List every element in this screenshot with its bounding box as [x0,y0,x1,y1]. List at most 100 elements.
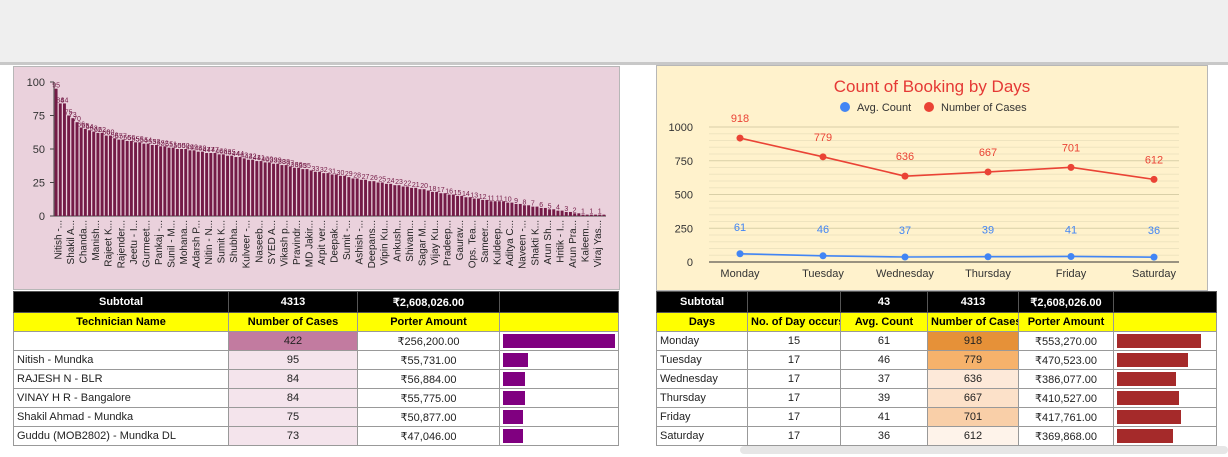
col-number-of-cases[interactable]: Number of Cases [228,312,358,332]
technician-bar[interactable] [71,118,75,216]
technician-bar[interactable] [163,146,167,216]
technician-bar[interactable] [230,155,234,216]
booking-by-days-line-chart[interactable]: Count of Booking by Days Avg. Count Number… [656,65,1208,291]
technician-bar[interactable] [343,175,347,216]
technician-bar[interactable] [58,103,62,216]
technician-bar[interactable] [389,183,393,216]
technician-bar[interactable] [468,197,472,216]
series-point[interactable] [1150,253,1158,261]
technician-bar[interactable] [510,202,514,216]
technician-bar[interactable] [493,201,497,216]
technician-bar[interactable] [154,144,158,216]
technician-bar[interactable] [104,135,108,216]
day-row[interactable]: Friday 17 41 701 ₹417,761.00 [656,407,1217,427]
technician-bar[interactable] [226,155,230,216]
technician-bar[interactable] [497,201,501,216]
technician-bar[interactable] [539,207,543,216]
technician-bar[interactable] [309,170,313,216]
technician-bar[interactable] [464,197,468,216]
technician-bar[interactable] [435,191,439,216]
technician-bar[interactable] [276,163,280,216]
technician-row[interactable]: Nitish - Mundka 95 ₹55,731.00 [13,350,619,370]
technician-bar[interactable] [506,202,510,216]
technician-bar[interactable] [92,131,96,216]
technician-bar[interactable] [414,187,418,216]
technician-bar[interactable] [535,206,539,216]
technician-bar[interactable] [443,193,447,216]
day-row[interactable]: Thursday 17 39 667 ₹410,527.00 [656,388,1217,408]
technician-bar[interactable] [359,179,363,216]
technician-bar[interactable] [305,169,309,216]
technician-bar[interactable] [62,103,66,216]
technician-bar[interactable] [213,153,217,216]
technician-bar[interactable] [380,182,384,217]
technician-bar[interactable] [146,143,150,216]
series-point[interactable] [984,168,992,176]
technician-bar[interactable] [280,165,284,216]
technician-bar[interactable] [489,201,493,216]
day-row[interactable]: Wednesday 17 37 636 ₹386,077.00 [656,369,1217,389]
technician-bar[interactable] [364,179,368,216]
day-row[interactable]: Saturday 17 36 612 ₹369,868.00 [656,426,1217,446]
technician-bar[interactable] [548,209,552,216]
horizontal-scrollbar[interactable] [740,446,1228,454]
technician-bar[interactable] [589,214,593,216]
technician-bar[interactable] [426,190,430,216]
technician-bar[interactable] [134,142,138,216]
technician-bar[interactable] [502,201,506,216]
technician-bar[interactable] [100,132,104,216]
series-point[interactable] [1067,163,1075,171]
technician-bar[interactable] [485,199,489,216]
technician-bar[interactable] [75,122,79,216]
technician-bar[interactable] [196,151,200,216]
technician-bar[interactable] [351,178,355,216]
technician-bar[interactable] [272,163,276,216]
technician-bar[interactable] [384,183,388,216]
technician-bar[interactable] [301,169,305,216]
legend-label[interactable]: Avg. Count [857,102,911,114]
technician-bar[interactable] [518,203,522,216]
technician-bar[interactable] [263,162,267,216]
technician-bar[interactable] [255,161,259,216]
col-day-cases[interactable]: Number of Cases [927,312,1019,332]
technician-bar[interactable] [376,182,380,217]
col-days[interactable]: Days [656,312,748,332]
technician-bar[interactable] [200,151,204,216]
technician-bar[interactable] [397,185,401,216]
technician-bar[interactable] [476,198,480,216]
technician-bar[interactable] [108,135,112,216]
technician-bar[interactable] [405,186,409,216]
technician-bar[interactable] [171,147,175,216]
technician-bar[interactable] [79,127,83,216]
technician-bar[interactable] [581,214,585,216]
technician-bar[interactable] [338,175,342,216]
technician-cases-bar-chart[interactable]: 0 25 50 75 100 95 84 84 75 73 70 66 65 64 63 62 62 60 60 58… [13,66,620,290]
day-row[interactable]: Monday 15 61 918 ₹553,270.00 [656,331,1217,351]
series-point[interactable] [901,253,909,261]
technician-row[interactable]: Shakil Ahmad - Mundka 75 ₹50,877.00 [13,407,619,427]
technician-bar[interactable] [297,167,301,216]
technician-bar[interactable] [330,174,334,216]
technician-bar[interactable] [83,128,87,216]
technician-bar[interactable] [372,181,376,216]
technician-bar[interactable] [292,167,296,216]
technician-bar[interactable] [234,157,238,216]
technician-bar[interactable] [238,157,242,216]
series-point[interactable] [819,153,827,161]
technician-row[interactable]: 422 ₹256,200.00 [13,331,619,351]
technician-bar[interactable] [175,149,179,216]
technician-row[interactable]: Guddu (MOB2802) - Mundka DL 73 ₹47,046.00 [13,426,619,446]
col-day-amount[interactable]: Porter Amount [1018,312,1114,332]
technician-bar[interactable] [552,209,556,216]
technician-row[interactable]: RAJESH N - BLR 84 ₹56,884.00 [13,369,619,389]
technician-bar[interactable] [288,166,292,216]
col-day-occurs[interactable]: No. of Day occurs [747,312,841,332]
technician-bar[interactable] [447,194,451,216]
series-point[interactable] [736,134,744,142]
technician-bar[interactable] [410,187,414,216]
technician-bar[interactable] [150,144,154,216]
technician-bar[interactable] [355,178,359,216]
series-point[interactable] [1150,175,1158,183]
technician-bar[interactable] [556,210,560,216]
technician-bar[interactable] [188,150,192,216]
